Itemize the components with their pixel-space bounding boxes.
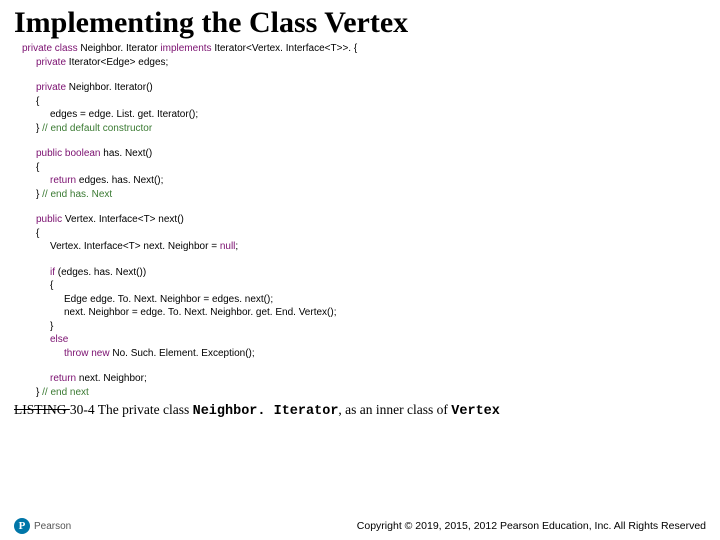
code-line: public boolean has. Next(): [22, 147, 698, 161]
copyright-text: Copyright © 2019, 2015, 2012 Pearson Edu…: [357, 520, 706, 532]
listing-caption: LISTING 30-4 The private class Neighbor.…: [0, 399, 720, 419]
slide-title: Implementing the Class Vertex: [0, 0, 720, 42]
blank-line: [22, 201, 698, 213]
code-line: private Iterator<Edge> edges;: [22, 56, 698, 70]
blank-line: [22, 69, 698, 81]
blank-line: [22, 254, 698, 266]
code-line: else: [22, 333, 698, 347]
code-line: Vertex. Interface<T> next. Neighbor = nu…: [22, 240, 698, 254]
code-line: throw new No. Such. Element. Exception()…: [22, 347, 698, 361]
blank-line: [22, 360, 698, 372]
logo-text: Pearson: [34, 521, 71, 532]
code-line: {: [22, 279, 698, 293]
code-line: {: [22, 227, 698, 241]
code-line: {: [22, 95, 698, 109]
code-line: } // end has. Next: [22, 188, 698, 202]
code-block: private class Neighbor. Iterator impleme…: [0, 42, 720, 399]
code-line: edges = edge. List. get. Iterator();: [22, 108, 698, 122]
code-line: {: [22, 161, 698, 175]
caption-text: , as an inner class of: [338, 402, 451, 417]
class-name: Neighbor. Iterator: [193, 404, 339, 419]
code-line: } // end default constructor: [22, 122, 698, 136]
code-line: next. Neighbor = edge. To. Next. Neighbo…: [22, 306, 698, 320]
code-line: return edges. has. Next();: [22, 174, 698, 188]
code-line: return next. Neighbor;: [22, 372, 698, 386]
logo-icon: P: [14, 518, 30, 534]
code-line: public Vertex. Interface<T> next(): [22, 213, 698, 227]
footer: P Pearson Copyright © 2019, 2015, 2012 P…: [14, 518, 706, 534]
code-line: } // end next: [22, 386, 698, 400]
listing-label: LISTING: [14, 402, 70, 417]
listing-number: 30-4: [70, 402, 95, 417]
pearson-logo: P Pearson: [14, 518, 71, 534]
blank-line: [22, 135, 698, 147]
caption-text: The private class: [95, 402, 193, 417]
code-line: Edge edge. To. Next. Neighbor = edges. n…: [22, 293, 698, 307]
code-line: private Neighbor. Iterator(): [22, 81, 698, 95]
code-line: if (edges. has. Next()): [22, 266, 698, 280]
class-name: Vertex: [451, 404, 500, 419]
code-line: }: [22, 320, 698, 334]
code-line: private class Neighbor. Iterator impleme…: [22, 42, 698, 56]
